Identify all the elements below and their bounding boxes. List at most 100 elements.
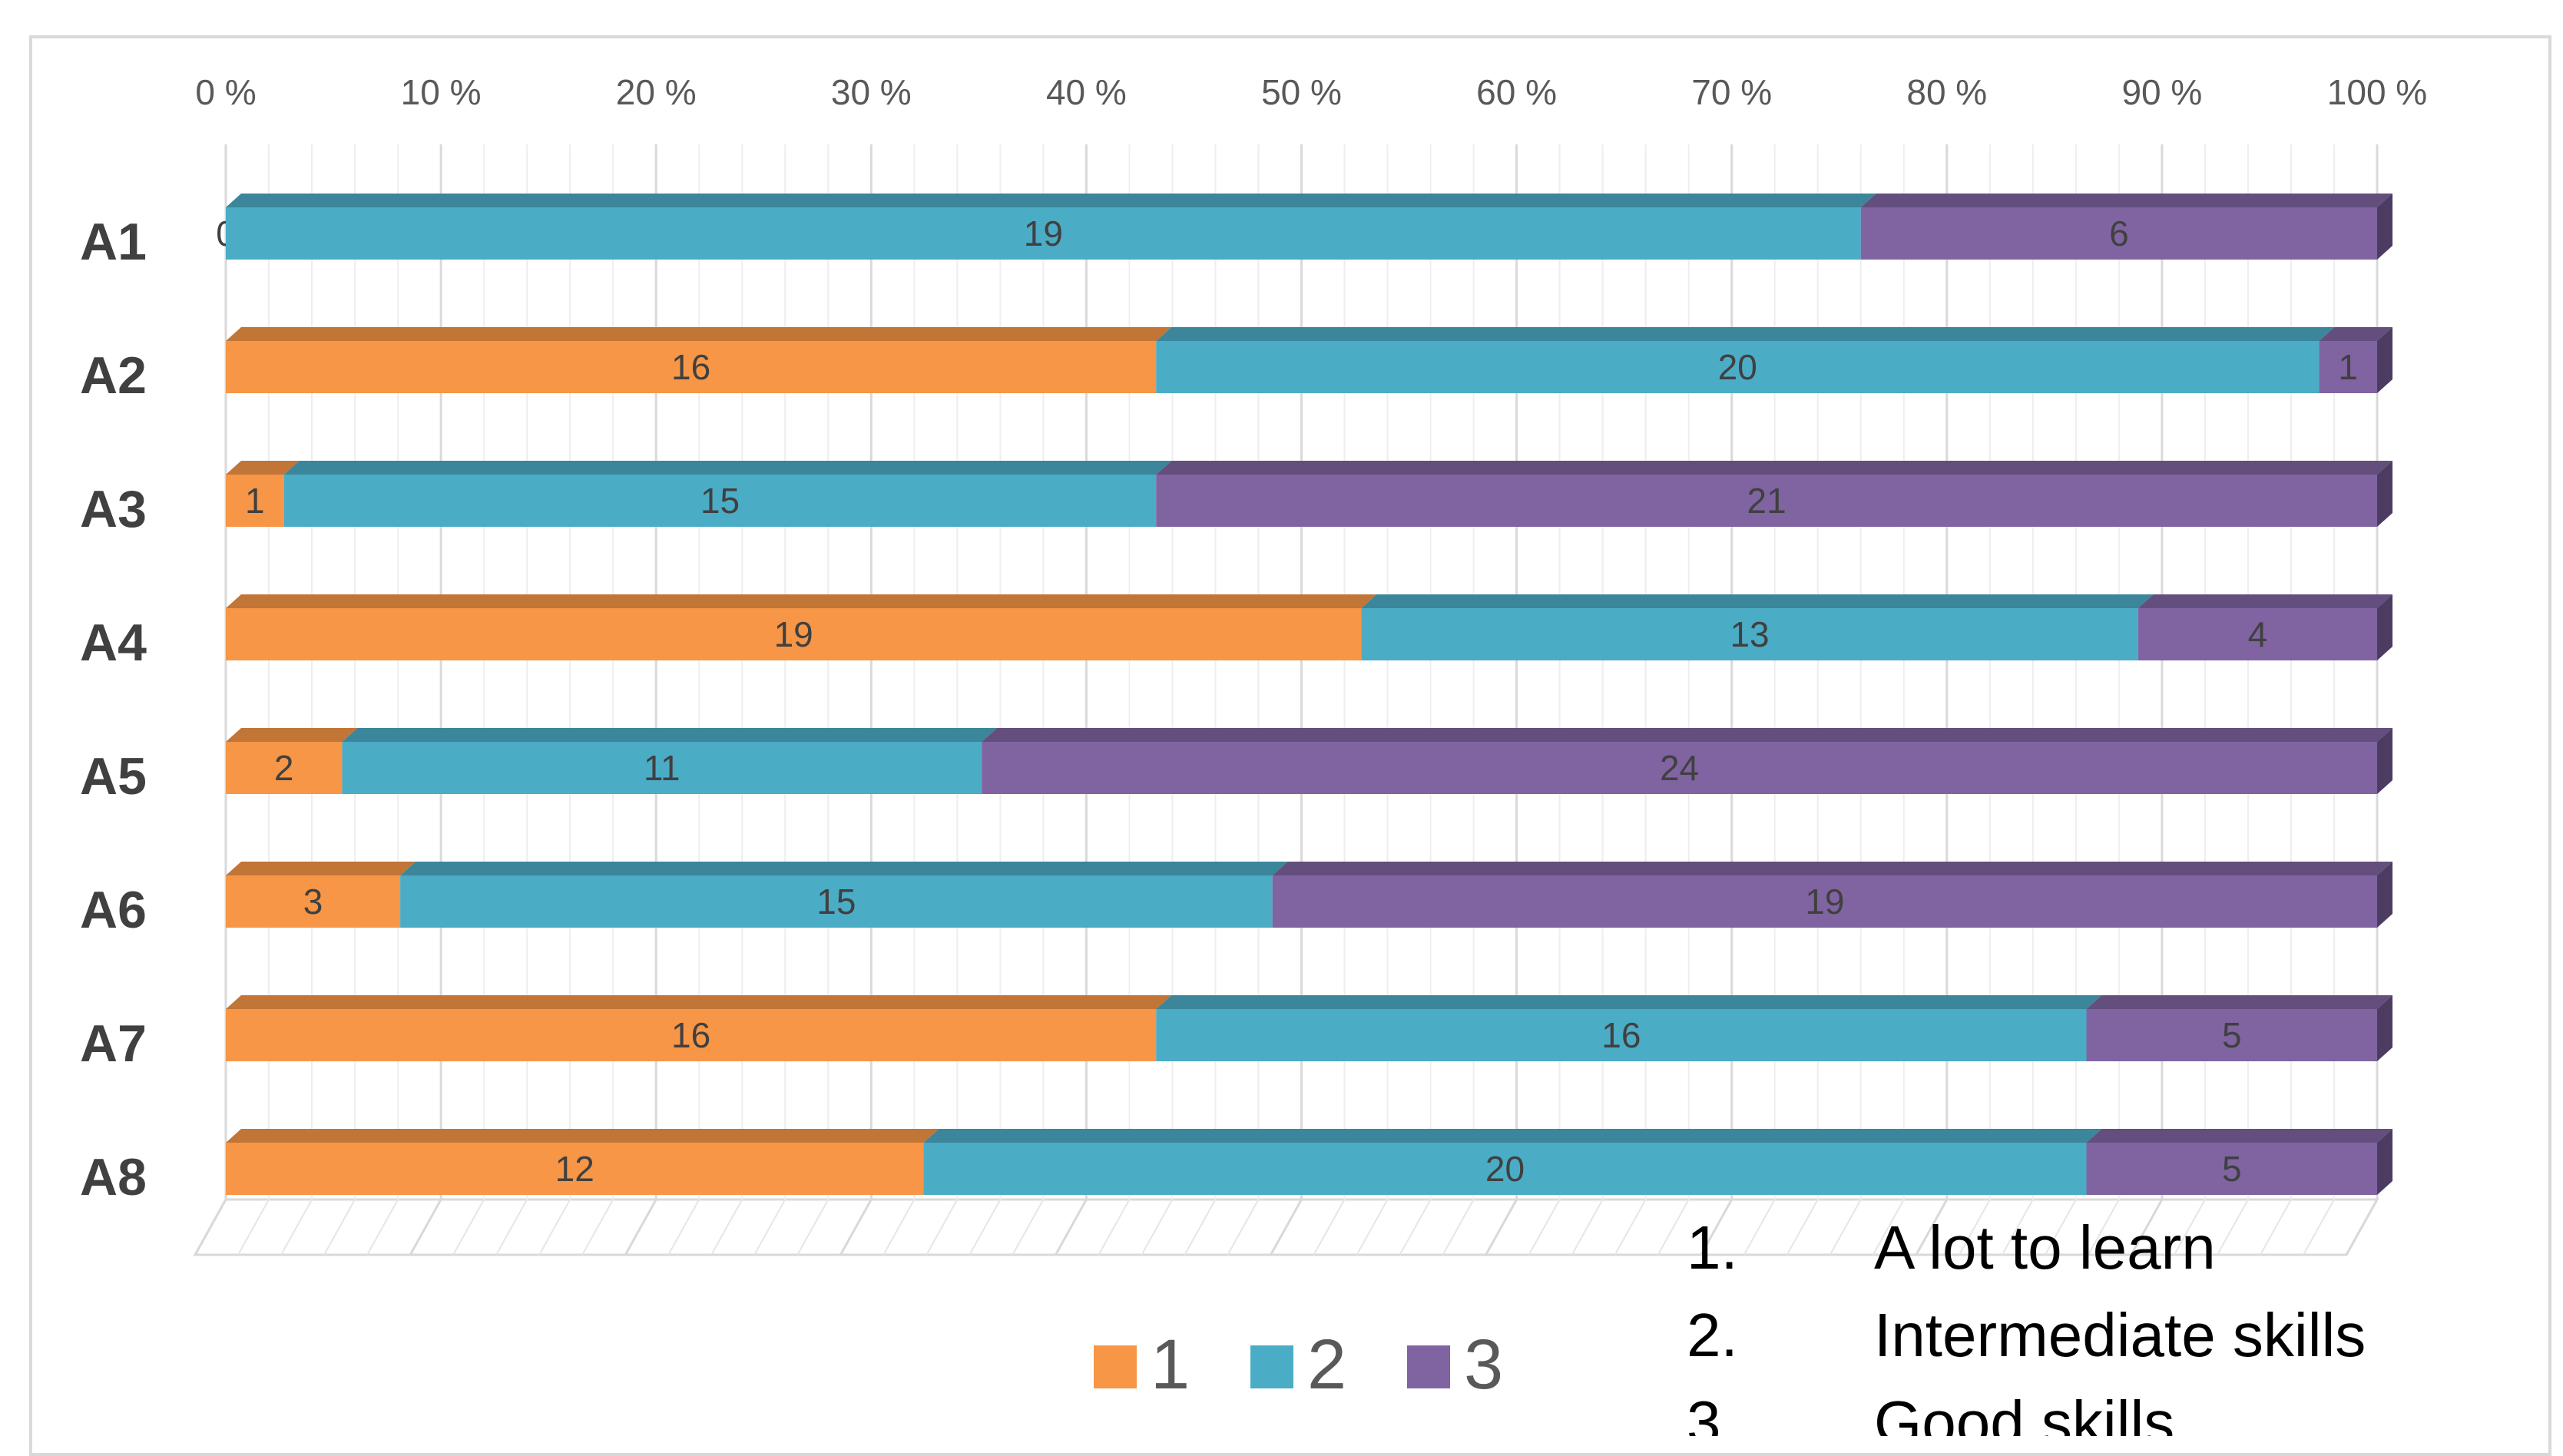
legend-swatch — [1250, 1345, 1293, 1388]
category-label: A2 — [80, 346, 147, 405]
data-label: 16 — [671, 347, 710, 387]
minor-gridline-floor — [2217, 1199, 2249, 1256]
minor-gridline-floor — [1657, 1199, 1690, 1256]
data-label: 11 — [644, 748, 680, 788]
minor-gridline-floor — [1872, 1199, 1905, 1256]
bar-top-face — [923, 1129, 2102, 1143]
x-tick-label: 70 % — [1691, 72, 1772, 112]
minor-gridline-floor — [280, 1199, 313, 1256]
data-label: 24 — [1660, 748, 1699, 788]
minor-gridline-floor — [1442, 1199, 1475, 1256]
gridline-floor — [1055, 1199, 1088, 1256]
minor-gridline-floor — [1356, 1199, 1389, 1256]
bar-segment — [1156, 341, 2320, 393]
minor-gridline-floor — [323, 1199, 356, 1256]
data-label: 13 — [1730, 614, 1769, 654]
data-label: 19 — [1805, 882, 1844, 922]
legend-label: 3 — [1464, 1325, 1503, 1404]
gridline-floor — [1485, 1199, 1518, 1256]
bar-top-face — [283, 461, 1172, 475]
category-label: A8 — [80, 1148, 147, 1206]
bar-segment — [226, 475, 284, 527]
bar-segment — [2086, 1009, 2377, 1061]
bar-side-face — [2377, 594, 2392, 660]
key-note-number: 3. — [1687, 1388, 1738, 1436]
bar-segment — [1272, 875, 2377, 928]
minor-gridline-floor — [1743, 1199, 1776, 1256]
data-label: 20 — [1485, 1149, 1525, 1189]
data-label: 4 — [2248, 614, 2268, 654]
minor-gridline-floor — [2088, 1199, 2120, 1256]
data-label: 3 — [303, 882, 323, 922]
bar-top-face — [1272, 862, 2392, 875]
bar-segment — [2086, 1143, 2377, 1195]
bar-top-face — [226, 862, 416, 875]
data-label: 19 — [774, 614, 813, 654]
bar-segment — [1361, 608, 2138, 660]
x-tick-label: 90 % — [2121, 72, 2202, 112]
bar-side-face — [2377, 194, 2392, 260]
minor-gridline-floor — [926, 1199, 959, 1256]
category-label: A5 — [80, 747, 147, 806]
minor-gridline-floor — [1958, 1199, 1991, 1256]
legend-swatch — [1094, 1345, 1137, 1388]
minor-gridline-floor — [1141, 1199, 1174, 1256]
key-note-text: A lot to learn — [1874, 1213, 2216, 1282]
bar-top-face — [1156, 995, 2102, 1009]
x-tick-label: 50 % — [1261, 72, 1342, 112]
minor-gridline-floor — [538, 1199, 571, 1256]
x-tick-label: 10 % — [401, 72, 482, 112]
minor-gridline-floor — [667, 1199, 700, 1256]
data-label: 5 — [2222, 1149, 2242, 1189]
minor-gridline-floor — [1399, 1199, 1432, 1256]
minor-gridline-floor — [710, 1199, 743, 1256]
minor-gridline-floor — [753, 1199, 786, 1256]
category-label: A7 — [80, 1014, 147, 1073]
minor-gridline-floor — [2044, 1199, 2077, 1256]
data-label: 5 — [2222, 1015, 2242, 1055]
bar-segment — [226, 742, 343, 794]
bar-top-face — [2137, 594, 2392, 608]
minor-gridline-floor — [882, 1199, 916, 1256]
minor-gridline-floor — [2303, 1199, 2335, 1256]
legend-label: 1 — [1151, 1325, 1190, 1404]
bar-segment — [1156, 475, 2377, 527]
bar-segment — [982, 742, 2377, 794]
x-tick-label: 100 % — [2327, 72, 2427, 112]
bar-side-face — [2377, 862, 2392, 928]
bar-segment — [226, 608, 1362, 660]
bar-segment — [226, 341, 1157, 393]
bar-top-face — [1156, 327, 2335, 341]
minor-gridline-floor — [237, 1199, 270, 1256]
bar-top-face — [982, 728, 2392, 742]
bar-side-face — [2377, 995, 2392, 1061]
x-tick-label: 40 % — [1046, 72, 1127, 112]
data-label: 2 — [274, 748, 294, 788]
key-note-text: Good skills — [1874, 1388, 2174, 1436]
legend-label: 2 — [1307, 1325, 1346, 1404]
gridline-floor — [2130, 1199, 2164, 1256]
bar-top-face — [1860, 194, 2392, 207]
data-label: 1 — [2338, 347, 2358, 387]
bar-side-face — [2377, 1129, 2392, 1195]
bar-top-face — [400, 862, 1288, 875]
data-label: 1 — [245, 481, 265, 521]
category-label: A3 — [80, 480, 147, 538]
minor-gridline-floor — [1227, 1199, 1260, 1256]
minor-gridline-floor — [452, 1199, 485, 1256]
bar-segment — [923, 1143, 2087, 1195]
gridline-floor — [194, 1199, 227, 1256]
bar-top-face — [2086, 1129, 2392, 1143]
gridline-floor — [1915, 1199, 1949, 1256]
category-label: A6 — [80, 881, 147, 939]
data-label: 12 — [555, 1149, 594, 1189]
bar-top-face — [1156, 461, 2392, 475]
minor-gridline-floor — [969, 1199, 1002, 1256]
gridline-floor — [1270, 1199, 1303, 1256]
minor-gridline-floor — [1614, 1199, 1647, 1256]
category-label: A1 — [80, 213, 147, 271]
bar-top-face — [226, 1129, 939, 1143]
data-label: 15 — [700, 481, 740, 521]
bar-segment — [2319, 341, 2377, 393]
bar-top-face — [226, 327, 1172, 341]
